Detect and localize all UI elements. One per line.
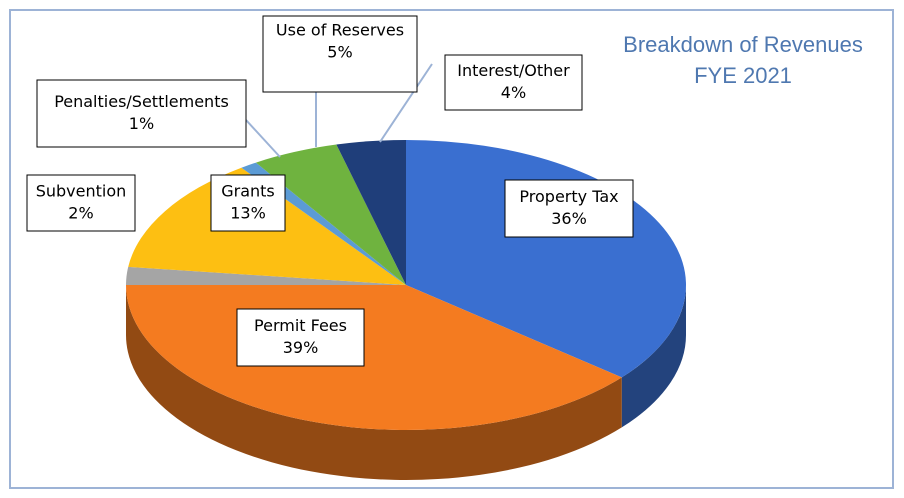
value-label: 4% bbox=[501, 83, 526, 102]
label-box bbox=[36, 79, 247, 148]
label-box bbox=[262, 15, 418, 93]
label-box bbox=[236, 308, 365, 367]
category-label: Grants bbox=[221, 182, 275, 201]
pie-slice bbox=[336, 140, 406, 285]
category-label: Interest/Other bbox=[457, 61, 570, 80]
value-label: 1% bbox=[129, 114, 154, 133]
value-label: 2% bbox=[68, 204, 93, 223]
label-box bbox=[444, 54, 583, 111]
category-label: Property Tax bbox=[519, 187, 618, 206]
value-label: 36% bbox=[551, 209, 587, 228]
labels: Property Tax 36% Permit Fees 39% Subvention 2… bbox=[26, 15, 634, 367]
label-box bbox=[26, 174, 136, 232]
pie-sides bbox=[126, 285, 686, 481]
value-label: 13% bbox=[230, 204, 266, 223]
label-box bbox=[210, 174, 286, 232]
leader-line bbox=[245, 119, 281, 158]
category-label: Subvention bbox=[36, 182, 127, 201]
label-box bbox=[504, 179, 634, 238]
pie-side bbox=[126, 285, 622, 481]
leader-line bbox=[379, 63, 433, 143]
category-label: Use of Reserves bbox=[276, 21, 404, 40]
pie-slice bbox=[255, 144, 406, 285]
value-label: 39% bbox=[283, 338, 319, 357]
chart-title: Breakdown of Revenues bbox=[623, 32, 863, 57]
category-label: Permit Fees bbox=[254, 316, 347, 335]
category-label: Penalties/Settlements bbox=[54, 92, 229, 111]
pie-side bbox=[621, 285, 686, 428]
chart-subtitle: FYE 2021 bbox=[694, 63, 792, 88]
pie-slice bbox=[126, 266, 406, 285]
value-label: 5% bbox=[327, 43, 352, 62]
